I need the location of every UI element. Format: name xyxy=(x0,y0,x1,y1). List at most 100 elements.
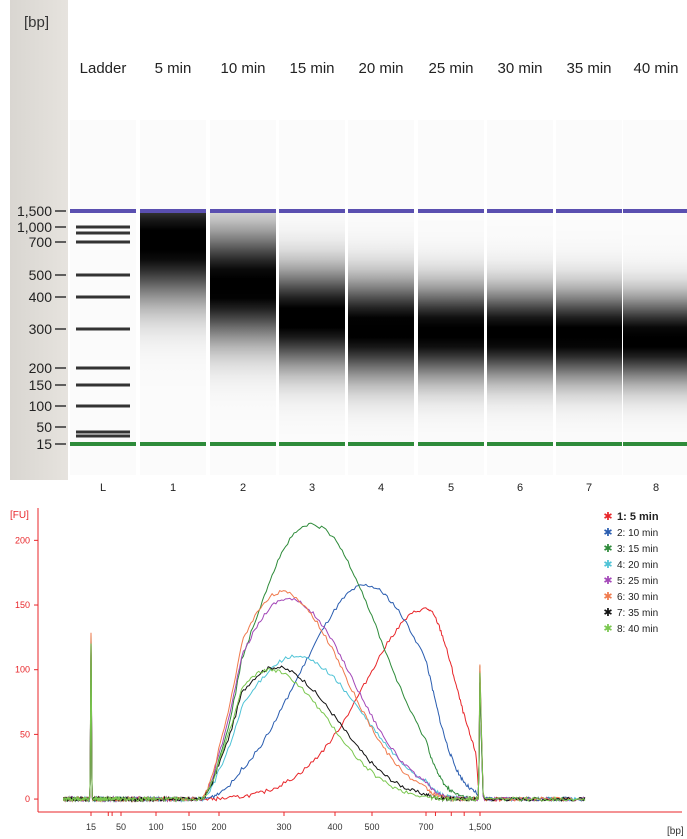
legend-entry: 1: 5 min xyxy=(617,511,659,523)
series-line xyxy=(63,651,586,803)
sample-smear xyxy=(210,211,276,444)
ladder-band xyxy=(76,327,130,331)
upper-marker-band xyxy=(623,209,687,213)
y-tick-label: 150 xyxy=(15,600,30,610)
lower-marker-band xyxy=(623,442,687,446)
legend-entry: 2: 10 min xyxy=(617,528,658,539)
size-label: 700 xyxy=(29,234,53,250)
ladder-band xyxy=(76,434,130,438)
gel-unit-label: [bp] xyxy=(24,14,49,31)
upper-marker-band xyxy=(279,209,345,213)
legend-marker: ✱ xyxy=(603,559,612,571)
lower-marker-band xyxy=(279,442,345,446)
legend-marker: ✱ xyxy=(603,575,612,587)
size-label: 1,500 xyxy=(17,203,52,219)
series-line xyxy=(63,651,586,803)
lower-marker-band xyxy=(487,442,553,446)
lane-number: 2 xyxy=(240,482,246,494)
ladder-band xyxy=(76,273,130,277)
sample-smear xyxy=(418,211,484,444)
x-tick-label: 15 xyxy=(86,822,96,832)
upper-marker-band xyxy=(140,209,206,213)
lane-header: 5 min xyxy=(155,60,192,77)
lower-marker-band xyxy=(210,442,276,446)
upper-marker-band xyxy=(418,209,484,213)
size-label: 400 xyxy=(29,289,53,305)
size-label: 100 xyxy=(29,398,53,414)
x-tick-label: 700 xyxy=(418,822,433,832)
legend-entry: 7: 35 min xyxy=(617,608,658,619)
gel-image: [bp] Ladder 5 min 10 min 15 min 20 min 25 min… xyxy=(10,0,687,494)
upper-marker-band xyxy=(70,209,136,213)
sample-smear xyxy=(487,211,553,444)
electropherogram: [FU] [bp] 0 50 100 150 200 15 50 100 150 200 300 40… xyxy=(10,508,684,837)
upper-marker-band xyxy=(556,209,622,213)
series-line xyxy=(63,583,585,803)
size-label: 15 xyxy=(36,436,52,452)
lower-marker-band xyxy=(70,442,136,446)
x-tick-label: 500 xyxy=(364,822,379,832)
y-axis-label: [FU] xyxy=(10,510,29,521)
y-tick-label: 100 xyxy=(15,665,30,675)
x-axis-label: [bp] xyxy=(667,826,684,837)
lane-header: 25 min xyxy=(428,60,473,77)
lower-marker-band xyxy=(348,442,414,446)
sample-smear xyxy=(623,211,687,444)
lane-header: 35 min xyxy=(566,60,611,77)
ladder-band xyxy=(76,240,130,244)
lower-marker-band xyxy=(556,442,622,446)
sample-smear xyxy=(140,211,206,444)
series-line xyxy=(63,590,586,803)
ladder-band xyxy=(76,430,130,434)
lane-header: 20 min xyxy=(358,60,403,77)
lane-header: 10 min xyxy=(220,60,265,77)
series-line xyxy=(63,643,586,803)
legend-entry: 4: 20 min xyxy=(617,560,658,571)
legend-entry: 3: 15 min xyxy=(617,544,658,555)
legend-marker: ✱ xyxy=(603,511,612,523)
size-axis-panel xyxy=(10,0,68,480)
legend-marker: ✱ xyxy=(603,591,612,603)
ladder-band xyxy=(76,231,130,235)
lower-marker-band xyxy=(140,442,206,446)
lane-header: 30 min xyxy=(497,60,542,77)
legend-marker: ✱ xyxy=(603,527,612,539)
series-line xyxy=(63,607,586,803)
ladder-band xyxy=(76,366,130,370)
lane-number: 6 xyxy=(517,482,523,494)
lane-number: 3 xyxy=(309,482,315,494)
sample-smear xyxy=(279,211,345,444)
lane-header: Ladder xyxy=(80,60,127,77)
ladder-band xyxy=(76,225,130,229)
x-tick-label: 400 xyxy=(327,822,342,832)
legend-marker: ✱ xyxy=(603,607,612,619)
y-tick-label: 50 xyxy=(20,729,30,739)
lane-number: 7 xyxy=(586,482,592,494)
lane-number: 4 xyxy=(378,482,384,494)
legend-entry: 6: 30 min xyxy=(617,592,658,603)
size-label: 1,000 xyxy=(17,219,52,235)
series-line xyxy=(63,522,586,803)
sample-smear xyxy=(556,211,622,444)
x-tick-label: 100 xyxy=(148,822,163,832)
upper-marker-band xyxy=(348,209,414,213)
ladder-band xyxy=(76,383,130,387)
size-label: 500 xyxy=(29,267,53,283)
size-label: 150 xyxy=(29,377,53,393)
legend-marker: ✱ xyxy=(603,623,612,635)
sample-smear xyxy=(348,211,414,444)
y-tick-label: 0 xyxy=(25,794,30,804)
upper-marker-band xyxy=(210,209,276,213)
legend-entry: 8: 40 min xyxy=(617,624,658,635)
upper-marker-band xyxy=(487,209,553,213)
x-tick-label: 50 xyxy=(116,822,126,832)
x-tick-label: 300 xyxy=(276,822,291,832)
lane-number: 5 xyxy=(448,482,454,494)
lane-number: 1 xyxy=(170,482,176,494)
y-tick-label: 200 xyxy=(15,535,30,545)
x-tick-label: 1,500 xyxy=(469,822,492,832)
lane-number: 8 xyxy=(653,482,659,494)
size-label: 300 xyxy=(29,321,53,337)
ladder-band xyxy=(76,404,130,408)
series-line xyxy=(63,597,586,803)
